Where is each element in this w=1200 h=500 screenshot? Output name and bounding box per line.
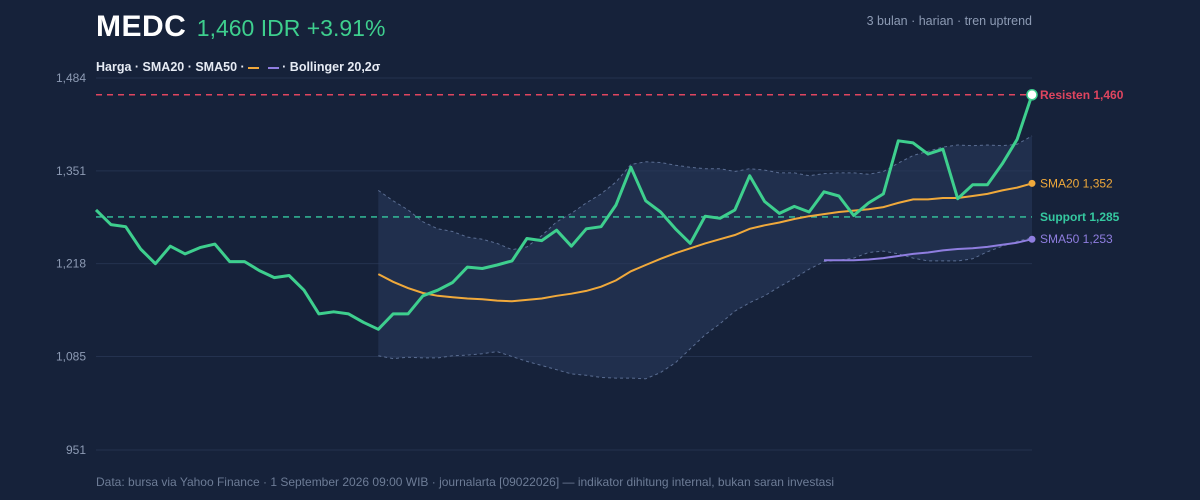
- chart-header: MEDC 1,460 IDR +3.91%: [96, 10, 385, 44]
- y-tick-label: 951: [66, 443, 86, 457]
- reference-lines: [96, 94, 1032, 218]
- bollinger-lower-line: [378, 237, 1033, 380]
- y-tick-label: 1,218: [56, 257, 86, 271]
- sma20-line: [377, 182, 1033, 303]
- series: [94, 94, 1034, 331]
- legend-sma50-swatch: [247, 66, 259, 69]
- sma50-end-label: SMA50 1,253: [1040, 232, 1113, 246]
- end-labels: Resisten 1,460 SMA20 1,352 Support 1,285 SM…: [1026, 88, 1124, 246]
- period-info: 3 bulan · harian · tren uptrend: [866, 14, 1032, 28]
- resistance-label: Resisten 1,460: [1040, 88, 1124, 102]
- bollinger-band: [378, 135, 1033, 380]
- price-change: 1,460 IDR +3.91%: [196, 15, 386, 41]
- support-label: Support 1,285: [1040, 210, 1120, 224]
- y-tick-label: 1,085: [56, 349, 86, 363]
- bollinger-upper-line: [378, 135, 1033, 251]
- legend: Harga · SMA20 · SMA50 · · Bollinger 20,2…: [96, 60, 380, 74]
- sma20-end-dot: [1028, 179, 1036, 187]
- legend-bollinger-swatch: [268, 66, 280, 69]
- sma50-end-dot: [1028, 235, 1036, 243]
- ticker-symbol: MEDC: [96, 10, 187, 43]
- bollinger-fill: [378, 135, 1032, 379]
- sma50-line: [824, 238, 1033, 262]
- y-tick-label: 1,351: [56, 164, 86, 178]
- sma20-end-label: SMA20 1,352: [1040, 176, 1113, 190]
- legend-sma50: SMA50 ·: [195, 60, 245, 74]
- price-end-dot: [1026, 89, 1038, 101]
- legend-bollinger: · Bollinger 20,2σ: [282, 60, 381, 74]
- footer-note: Data: bursa via Yahoo Finance · 1 Septem…: [96, 475, 834, 489]
- legend-price-sma20: Harga · SMA20 ·: [96, 60, 192, 74]
- price-line: [94, 94, 1034, 331]
- y-tick-label: 1,484: [56, 71, 86, 85]
